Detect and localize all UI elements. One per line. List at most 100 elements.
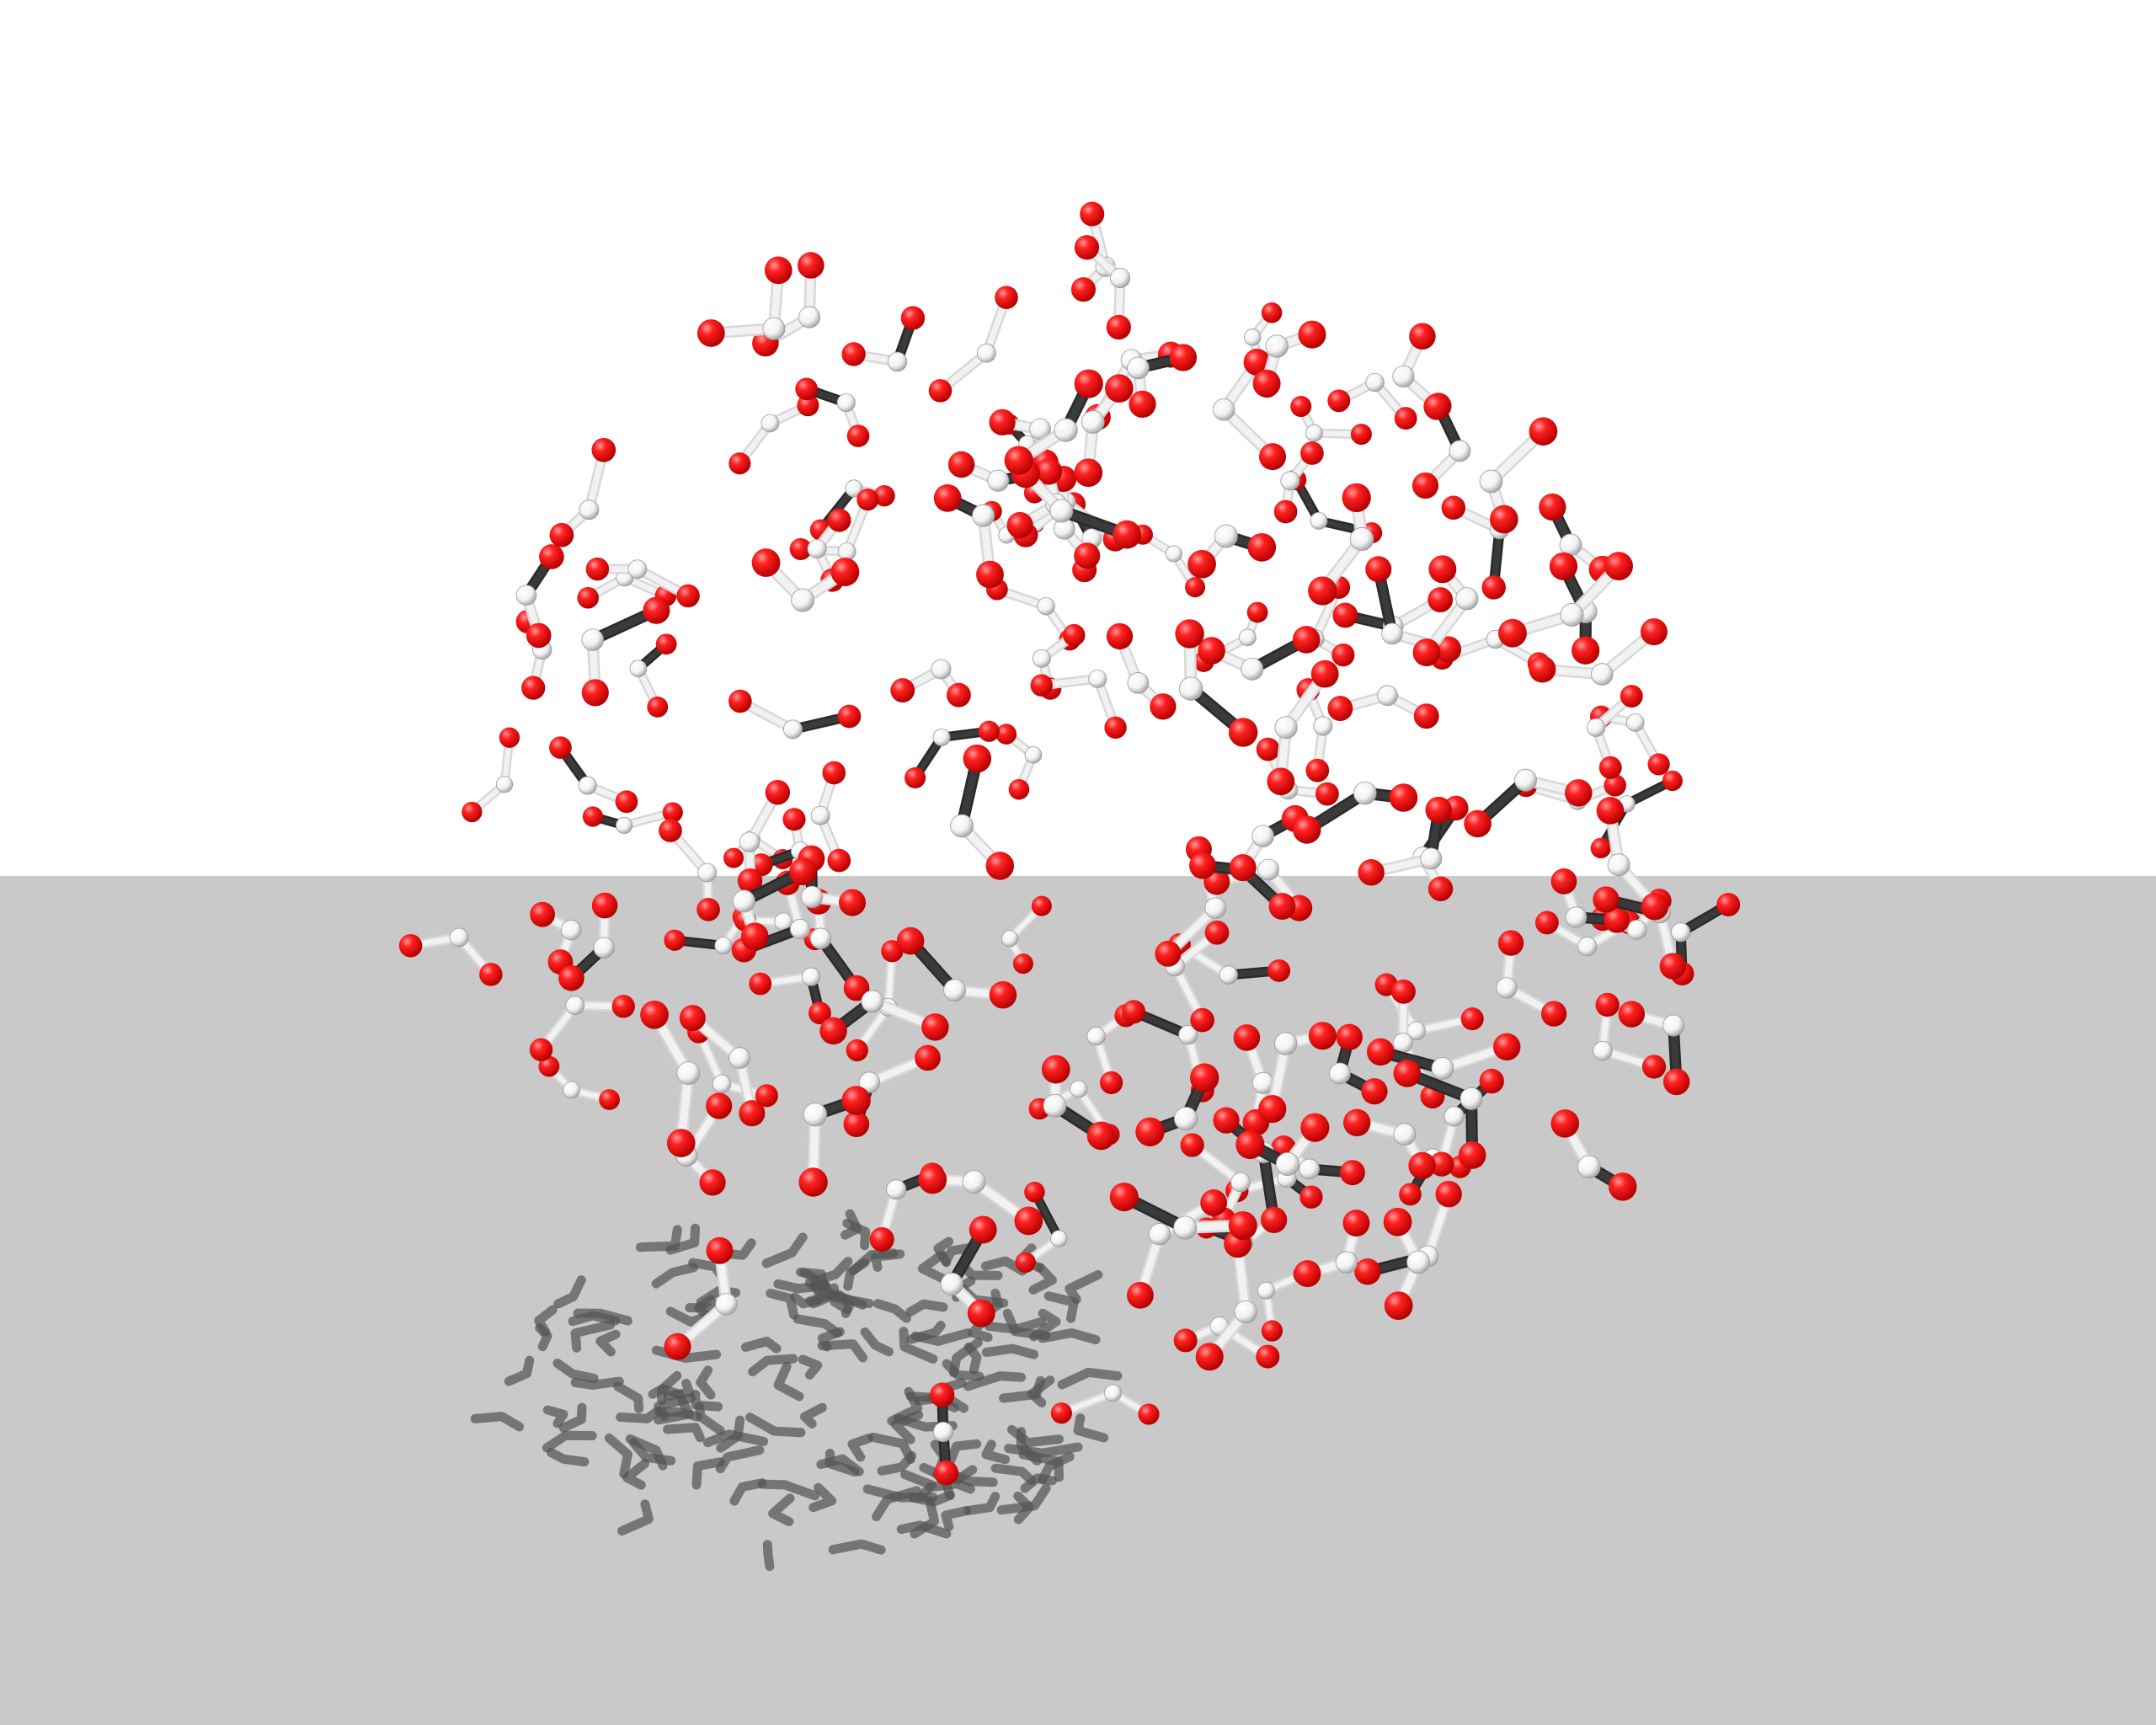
molecule-shadow [860, 1327, 894, 1357]
end-atom [1300, 1113, 1330, 1142]
center-atom [1239, 628, 1257, 647]
end-atom [1138, 1403, 1160, 1425]
center-atom [1299, 1158, 1321, 1180]
center-atom [1050, 1230, 1068, 1247]
end-atom [798, 252, 825, 279]
end-atom [696, 898, 720, 921]
end-atom [1327, 696, 1353, 722]
end-atom [706, 1092, 733, 1119]
end-atom [1332, 602, 1358, 628]
molecule [538, 1055, 620, 1110]
end-atom [1534, 911, 1559, 935]
end-atom [664, 1332, 691, 1360]
floor-shadows [470, 1209, 1123, 1572]
center-atom [1310, 511, 1328, 530]
end-atom [581, 679, 609, 707]
end-atom [1647, 753, 1670, 776]
molecule-shadow [917, 1250, 954, 1287]
end-atom [1604, 552, 1633, 581]
molecule [918, 1165, 1043, 1236]
center-atom [629, 660, 648, 678]
end-atom [1104, 716, 1127, 740]
molecule [950, 744, 1015, 880]
molecule-shadow [729, 1478, 767, 1506]
molecule [1175, 619, 1258, 747]
end-atom [841, 1086, 871, 1115]
end-atom [900, 306, 926, 330]
end-atom [1310, 660, 1339, 688]
molecule-shadow [817, 1339, 868, 1363]
molecule [640, 1000, 701, 1157]
molecule-shadow [762, 1540, 775, 1572]
molecule-shadow [899, 1327, 938, 1364]
end-atom [1189, 852, 1216, 879]
center-atom [515, 585, 537, 606]
molecule [1004, 369, 1103, 475]
end-atom [1298, 320, 1326, 349]
end-atom [1435, 636, 1462, 663]
end-atom [967, 1299, 995, 1327]
end-atom [1008, 778, 1030, 800]
center-atom [803, 1103, 828, 1127]
end-atom [1200, 1189, 1227, 1216]
end-atom [890, 678, 915, 702]
end-atom [1399, 1183, 1422, 1206]
center-atom [616, 816, 633, 835]
molecule [696, 256, 792, 347]
end-atom [918, 1165, 947, 1194]
center-atom [1178, 1025, 1198, 1045]
end-atom [1074, 542, 1101, 569]
center-atom [1392, 365, 1415, 387]
molecule [1329, 1023, 1388, 1105]
molecule [1132, 524, 1206, 598]
center-atom [495, 776, 514, 793]
molecule-shadow [948, 1338, 983, 1378]
molecule-shadow [542, 1430, 597, 1453]
molecule [582, 802, 683, 835]
end-atom [1412, 472, 1439, 499]
molecule [1308, 483, 1374, 606]
molecule-shadow [558, 1402, 587, 1433]
end-atom [1195, 1343, 1224, 1371]
end-atom [995, 724, 1017, 745]
end-atom [1365, 556, 1392, 583]
end-atom [1618, 1001, 1646, 1028]
end-atom [1339, 1160, 1365, 1186]
end-atom [1361, 1078, 1388, 1105]
molecule-shadow [1028, 1263, 1057, 1295]
center-atom [1109, 267, 1131, 289]
end-atom [843, 975, 870, 1001]
end-atom [1204, 920, 1230, 945]
end-atom [789, 857, 817, 886]
end-atom [1412, 638, 1441, 667]
end-atom [1035, 458, 1063, 485]
end-atom [1595, 992, 1620, 1017]
end-atom [1267, 959, 1291, 982]
center-atom [1335, 1251, 1358, 1274]
molecule-shadow [900, 1470, 937, 1500]
center-atom [1241, 657, 1264, 681]
molecule-shadow [944, 1439, 982, 1470]
end-atom [1604, 774, 1626, 797]
center-atom [1257, 858, 1279, 881]
end-atom [838, 889, 866, 916]
end-atom [1596, 797, 1625, 825]
end-atom [1408, 1151, 1436, 1180]
end-atom [585, 557, 610, 581]
center-atom [1214, 524, 1238, 548]
end-atom [643, 596, 670, 624]
molecule-shadow [825, 1448, 860, 1477]
center-atom [1049, 499, 1074, 523]
end-atom [1458, 1141, 1486, 1169]
center-atom [1280, 471, 1300, 491]
molecule-shadow [657, 1370, 682, 1406]
molecule [751, 548, 860, 612]
molecule-shadow [960, 1263, 1003, 1280]
end-atom [1252, 369, 1281, 398]
molecule [1479, 417, 1558, 534]
molecule [1550, 868, 1630, 933]
molecule-shadow [766, 1289, 799, 1320]
end-atom [1189, 1063, 1219, 1092]
molecule [1342, 1108, 1436, 1180]
end-atom [699, 1169, 726, 1196]
